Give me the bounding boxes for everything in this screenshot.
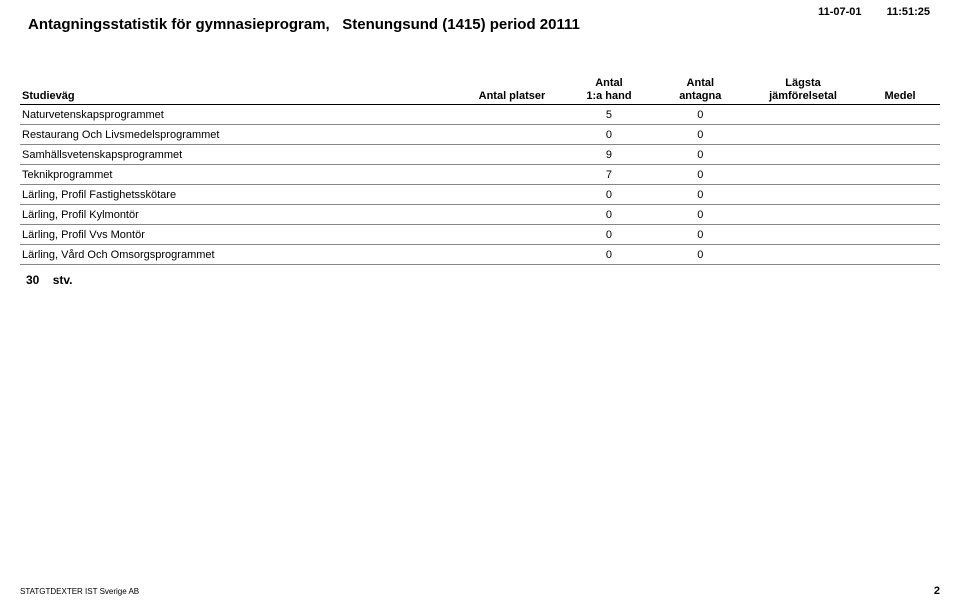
cell-lagsta-jamf xyxy=(746,145,860,165)
table-row: Restaurang Och Livsmedelsprogrammet 00 xyxy=(20,125,940,145)
cell-antal-1a-hand: 0 xyxy=(563,245,654,265)
col-medel: Medel xyxy=(860,75,940,105)
cell-medel xyxy=(860,125,940,145)
document-datetime: 11-07-01 11:51:25 xyxy=(818,6,930,18)
cell-lagsta-jamf xyxy=(746,185,860,205)
col-antal-antagna-l2: antagna xyxy=(679,90,721,102)
col-antal-platser: Antal platser xyxy=(461,75,564,105)
cell-antal-antagna: 0 xyxy=(655,145,746,165)
table-row: Naturvetenskapsprogrammet 50 xyxy=(20,105,940,125)
document-date: 11-07-01 xyxy=(818,6,861,18)
cell-antal-1a-hand: 5 xyxy=(563,105,654,125)
page: 11-07-01 11:51:25 Antagningsstatistik fö… xyxy=(0,0,960,603)
cell-studievag: Teknikprogrammet xyxy=(20,165,461,185)
cell-medel xyxy=(860,145,940,165)
cell-antal-platser xyxy=(461,125,564,145)
cell-antal-1a-hand: 9 xyxy=(563,145,654,165)
cell-lagsta-jamf xyxy=(746,165,860,185)
col-antal-antagna-l1: Antal xyxy=(687,77,715,89)
cell-antal-antagna: 0 xyxy=(655,185,746,205)
summary-unit: stv. xyxy=(53,273,73,287)
cell-antal-platser xyxy=(461,165,564,185)
cell-lagsta-jamf xyxy=(746,125,860,145)
title-prefix: Antagningsstatistik för gymnasieprogram, xyxy=(28,16,330,33)
cell-antal-platser xyxy=(461,205,564,225)
col-lagsta-jamf: Lägsta jämförelsetal xyxy=(746,75,860,105)
cell-antal-1a-hand: 0 xyxy=(563,205,654,225)
cell-lagsta-jamf xyxy=(746,225,860,245)
cell-antal-1a-hand: 0 xyxy=(563,125,654,145)
cell-medel xyxy=(860,105,940,125)
document-time: 11:51:25 xyxy=(887,6,930,18)
cell-antal-1a-hand: 0 xyxy=(563,185,654,205)
cell-lagsta-jamf xyxy=(746,245,860,265)
title-suffix: Stenungsund (1415) period 20111 xyxy=(342,16,580,33)
cell-antal-platser xyxy=(461,225,564,245)
cell-studievag: Samhällsvetenskapsprogrammet xyxy=(20,145,461,165)
cell-medel xyxy=(860,245,940,265)
cell-studievag: Lärling, Profil Fastighetsskötare xyxy=(20,185,461,205)
col-studievag: Studieväg xyxy=(20,75,461,105)
table-container: Studieväg Antal platser Antal 1:a hand A… xyxy=(20,75,940,265)
cell-lagsta-jamf xyxy=(746,105,860,125)
cell-studievag: Naturvetenskapsprogrammet xyxy=(20,105,461,125)
cell-lagsta-jamf xyxy=(746,205,860,225)
page-title: Antagningsstatistik för gymnasieprogram,… xyxy=(28,16,940,33)
table-row: Lärling, Profil Vvs Montör 00 xyxy=(20,225,940,245)
cell-antal-platser xyxy=(461,145,564,165)
cell-studievag: Restaurang Och Livsmedelsprogrammet xyxy=(20,125,461,145)
table-row: Lärling, Profil Kylmontör 00 xyxy=(20,205,940,225)
col-lagsta-l2: jämförelsetal xyxy=(769,90,837,102)
cell-studievag: Lärling, Profil Vvs Montör xyxy=(20,225,461,245)
table-row: Lärling, Profil Fastighetsskötare 00 xyxy=(20,185,940,205)
cell-antal-1a-hand: 7 xyxy=(563,165,654,185)
cell-antal-antagna: 0 xyxy=(655,245,746,265)
cell-antal-platser xyxy=(461,245,564,265)
cell-antal-antagna: 0 xyxy=(655,165,746,185)
cell-antal-antagna: 0 xyxy=(655,125,746,145)
cell-antal-antagna: 0 xyxy=(655,225,746,245)
cell-medel xyxy=(860,165,940,185)
footer-page-number: 2 xyxy=(934,585,940,597)
col-lagsta-l1: Lägsta xyxy=(785,77,820,89)
table-body: Naturvetenskapsprogrammet50Restaurang Oc… xyxy=(20,105,940,265)
cell-medel xyxy=(860,205,940,225)
col-antal-1a-hand-l1: Antal xyxy=(595,77,623,89)
footer-source: STATGTDEXTER IST Sverige AB xyxy=(20,587,139,596)
summary-count: 30 xyxy=(26,273,39,287)
statistics-table: Studieväg Antal platser Antal 1:a hand A… xyxy=(20,75,940,265)
cell-medel xyxy=(860,185,940,205)
cell-antal-platser xyxy=(461,105,564,125)
cell-studievag: Lärling, Vård Och Omsorgsprogrammet xyxy=(20,245,461,265)
table-row: Teknikprogrammet 70 xyxy=(20,165,940,185)
table-row: Lärling, Vård Och Omsorgsprogrammet 00 xyxy=(20,245,940,265)
col-antal-1a-hand: Antal 1:a hand xyxy=(563,75,654,105)
cell-antal-antagna: 0 xyxy=(655,205,746,225)
col-antal-antagna: Antal antagna xyxy=(655,75,746,105)
cell-studievag: Lärling, Profil Kylmontör xyxy=(20,205,461,225)
col-antal-1a-hand-l2: 1:a hand xyxy=(586,90,631,102)
cell-antal-1a-hand: 0 xyxy=(563,225,654,245)
cell-antal-platser xyxy=(461,185,564,205)
cell-antal-antagna: 0 xyxy=(655,105,746,125)
cell-medel xyxy=(860,225,940,245)
table-header: Studieväg Antal platser Antal 1:a hand A… xyxy=(20,75,940,105)
page-footer: STATGTDEXTER IST Sverige AB 2 xyxy=(20,585,940,597)
summary-row: 30 stv. xyxy=(26,273,940,287)
table-row: Samhällsvetenskapsprogrammet 90 xyxy=(20,145,940,165)
